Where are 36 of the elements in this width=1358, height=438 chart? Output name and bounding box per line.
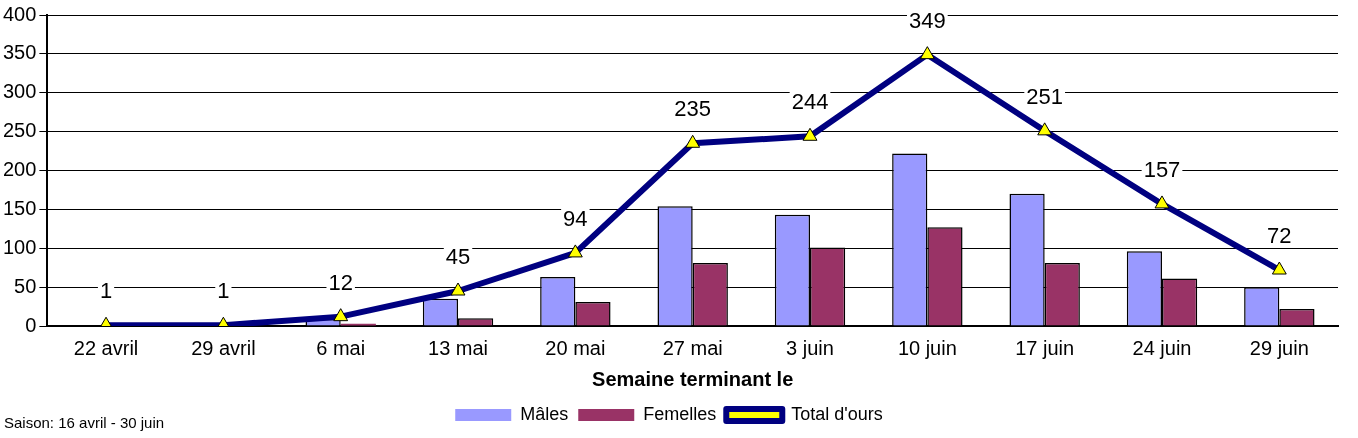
data-label: 72 [1267,223,1292,249]
legend-label: Femelles [643,403,717,424]
x-tick-label: 29 juin [1249,336,1309,359]
data-label: 12 [328,269,353,295]
legend-label: Total d'ours [791,403,883,424]
data-label: 244 [791,89,829,115]
x-tick-label: 22 avril [73,336,139,359]
x-tick-label: 10 juin [897,336,957,359]
x-tick-label: 3 juin [786,336,834,359]
data-label: 94 [563,205,588,231]
y-tick-label: 200 [2,158,37,181]
x-axis-title: Semaine terminant le [592,367,794,390]
x-tick-label: 24 juin [1132,336,1192,359]
text: Saison: 16 avril - 30 juin [4,414,165,431]
x-tick-label: 20 mai [545,336,606,359]
data-label: 349 [908,7,946,33]
data-label: 45 [445,244,471,270]
data-label: 1 [217,278,230,304]
y-tick-label: 350 [2,41,37,64]
y-tick-label: 100 [2,235,37,258]
data-label: 157 [1143,156,1181,182]
y-tick-label: 400 [2,2,37,25]
x-tick-label: 6 mai [316,336,366,359]
x-tick-label: 27 mai [662,336,723,359]
x-tick-label: 13 mai [428,336,489,359]
x-tick-label: 29 avril [191,336,256,359]
y-tick-label: 0 [25,313,37,336]
y-tick-label: 250 [2,119,37,142]
y-tick-label: 300 [2,80,37,103]
y-tick-label: 150 [2,196,37,219]
legend-label: Mâles [520,403,569,424]
data-label: 1 [99,278,113,304]
data-label: 235 [674,96,712,122]
y-tick-label: 50 [14,274,37,297]
x-tick-label: 17 juin [1015,336,1075,359]
data-label: 251 [1026,83,1064,109]
